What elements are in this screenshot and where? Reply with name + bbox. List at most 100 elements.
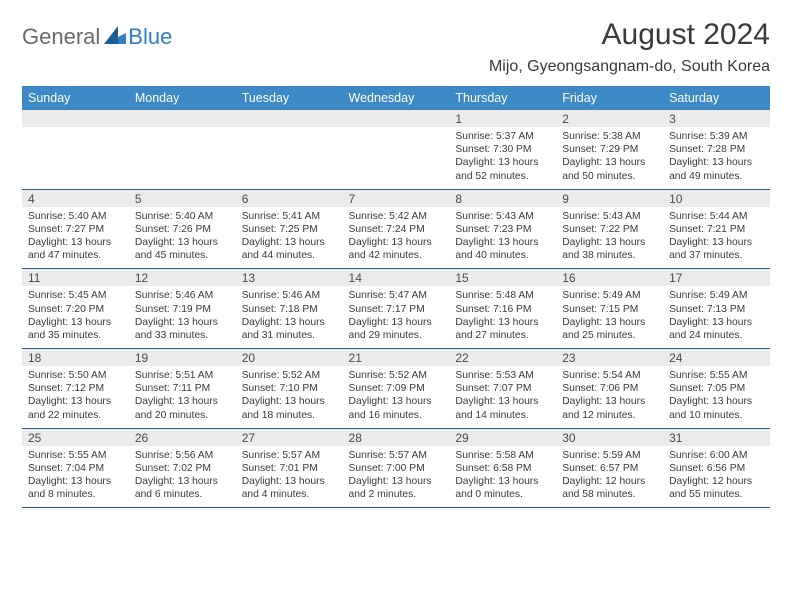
- day-line: Daylight: 13 hours: [135, 236, 230, 249]
- day-line: Sunset: 7:24 PM: [349, 223, 444, 236]
- day-line: Sunrise: 5:56 AM: [135, 449, 230, 462]
- day-line: Sunset: 7:00 PM: [349, 462, 444, 475]
- logo-mark-icon: [104, 26, 126, 49]
- day-body: Sunrise: 5:48 AMSunset: 7:16 PMDaylight:…: [449, 286, 556, 348]
- day-line: Sunrise: 5:48 AM: [455, 289, 550, 302]
- day-line: Sunrise: 5:42 AM: [349, 210, 444, 223]
- daynum-bar: 22: [449, 349, 556, 366]
- day-cell: 8Sunrise: 5:43 AMSunset: 7:23 PMDaylight…: [449, 189, 556, 269]
- day-cell: 15Sunrise: 5:48 AMSunset: 7:16 PMDayligh…: [449, 269, 556, 349]
- day-line: Sunset: 7:27 PM: [28, 223, 123, 236]
- day-line: and 6 minutes.: [135, 488, 230, 501]
- dow-cell: Thursday: [449, 86, 556, 110]
- daynum-bar: 26: [129, 429, 236, 446]
- day-body: Sunrise: 5:47 AMSunset: 7:17 PMDaylight:…: [343, 286, 450, 348]
- day-cell: 14Sunrise: 5:47 AMSunset: 7:17 PMDayligh…: [343, 269, 450, 349]
- day-body: Sunrise: 5:58 AMSunset: 6:58 PMDaylight:…: [449, 446, 556, 508]
- daynum-bar: 4: [22, 190, 129, 207]
- logo-text-general: General: [22, 24, 100, 50]
- dow-cell: Wednesday: [343, 86, 450, 110]
- day-line: Sunset: 7:30 PM: [455, 143, 550, 156]
- day-line: Daylight: 13 hours: [562, 316, 657, 329]
- day-line: Daylight: 13 hours: [135, 316, 230, 329]
- day-cell: 13Sunrise: 5:46 AMSunset: 7:18 PMDayligh…: [236, 269, 343, 349]
- day-body: Sunrise: 5:46 AMSunset: 7:18 PMDaylight:…: [236, 286, 343, 348]
- day-body: Sunrise: 5:54 AMSunset: 7:06 PMDaylight:…: [556, 366, 663, 428]
- day-line: Sunset: 7:01 PM: [242, 462, 337, 475]
- day-line: Sunset: 7:06 PM: [562, 382, 657, 395]
- day-line: Sunset: 7:20 PM: [28, 303, 123, 316]
- day-line: Sunrise: 5:57 AM: [242, 449, 337, 462]
- day-line: Daylight: 13 hours: [455, 475, 550, 488]
- day-body: Sunrise: 6:00 AMSunset: 6:56 PMDaylight:…: [663, 446, 770, 508]
- dow-cell: Tuesday: [236, 86, 343, 110]
- day-line: Sunrise: 5:43 AM: [562, 210, 657, 223]
- day-line: Daylight: 13 hours: [562, 236, 657, 249]
- day-line: and 31 minutes.: [242, 329, 337, 342]
- daynum-bar: 1: [449, 110, 556, 127]
- daynum-bar: 10: [663, 190, 770, 207]
- day-line: Sunrise: 5:53 AM: [455, 369, 550, 382]
- week-row: 11Sunrise: 5:45 AMSunset: 7:20 PMDayligh…: [22, 269, 770, 349]
- day-line: and 4 minutes.: [242, 488, 337, 501]
- day-line: and 40 minutes.: [455, 249, 550, 262]
- day-line: Sunset: 7:02 PM: [135, 462, 230, 475]
- day-body: Sunrise: 5:49 AMSunset: 7:15 PMDaylight:…: [556, 286, 663, 348]
- daynum-bar: 30: [556, 429, 663, 446]
- daynum-bar: 23: [556, 349, 663, 366]
- dow-cell: Friday: [556, 86, 663, 110]
- day-body: Sunrise: 5:40 AMSunset: 7:27 PMDaylight:…: [22, 207, 129, 269]
- day-line: Sunset: 7:12 PM: [28, 382, 123, 395]
- day-line: and 20 minutes.: [135, 409, 230, 422]
- day-line: Daylight: 13 hours: [242, 236, 337, 249]
- day-body: Sunrise: 5:37 AMSunset: 7:30 PMDaylight:…: [449, 127, 556, 189]
- day-cell: 26Sunrise: 5:56 AMSunset: 7:02 PMDayligh…: [129, 428, 236, 508]
- day-line: Sunrise: 5:54 AM: [562, 369, 657, 382]
- day-line: Sunrise: 5:46 AM: [135, 289, 230, 302]
- day-line: Daylight: 13 hours: [242, 475, 337, 488]
- day-line: Daylight: 12 hours: [562, 475, 657, 488]
- day-line: Sunrise: 5:37 AM: [455, 130, 550, 143]
- day-line: Sunset: 6:56 PM: [669, 462, 764, 475]
- day-body: Sunrise: 5:56 AMSunset: 7:02 PMDaylight:…: [129, 446, 236, 508]
- daynum-bar: 25: [22, 429, 129, 446]
- title-block: August 2024 Mijo, Gyeongsangnam-do, Sout…: [489, 18, 770, 76]
- day-line: and 10 minutes.: [669, 409, 764, 422]
- dow-cell: Monday: [129, 86, 236, 110]
- day-line: and 55 minutes.: [669, 488, 764, 501]
- day-cell: 28Sunrise: 5:57 AMSunset: 7:00 PMDayligh…: [343, 428, 450, 508]
- calendar-page: General Blue August 2024 Mijo, Gyeongsan…: [0, 0, 792, 518]
- empty-daynum-bar: [22, 110, 129, 127]
- day-line: Sunset: 6:58 PM: [455, 462, 550, 475]
- dow-cell: Sunday: [22, 86, 129, 110]
- day-cell: 18Sunrise: 5:50 AMSunset: 7:12 PMDayligh…: [22, 349, 129, 429]
- daynum-bar: 16: [556, 269, 663, 286]
- day-line: Sunrise: 5:44 AM: [669, 210, 764, 223]
- day-line: Daylight: 13 hours: [669, 156, 764, 169]
- day-body: Sunrise: 5:41 AMSunset: 7:25 PMDaylight:…: [236, 207, 343, 269]
- day-line: Sunrise: 5:49 AM: [562, 289, 657, 302]
- day-line: Sunset: 7:22 PM: [562, 223, 657, 236]
- day-line: and 58 minutes.: [562, 488, 657, 501]
- day-cell: 2Sunrise: 5:38 AMSunset: 7:29 PMDaylight…: [556, 110, 663, 189]
- empty-daynum-bar: [129, 110, 236, 127]
- day-line: Sunset: 7:19 PM: [135, 303, 230, 316]
- day-line: Daylight: 13 hours: [135, 475, 230, 488]
- day-line: Sunrise: 5:40 AM: [28, 210, 123, 223]
- daynum-bar: 12: [129, 269, 236, 286]
- day-line: and 2 minutes.: [349, 488, 444, 501]
- day-cell: 5Sunrise: 5:40 AMSunset: 7:26 PMDaylight…: [129, 189, 236, 269]
- day-cell: 24Sunrise: 5:55 AMSunset: 7:05 PMDayligh…: [663, 349, 770, 429]
- day-cell: 27Sunrise: 5:57 AMSunset: 7:01 PMDayligh…: [236, 428, 343, 508]
- day-line: Sunrise: 5:55 AM: [669, 369, 764, 382]
- day-line: Sunset: 7:18 PM: [242, 303, 337, 316]
- day-line: and 25 minutes.: [562, 329, 657, 342]
- dow-row: SundayMondayTuesdayWednesdayThursdayFrid…: [22, 86, 770, 110]
- daynum-bar: 5: [129, 190, 236, 207]
- day-line: and 16 minutes.: [349, 409, 444, 422]
- daynum-bar: 13: [236, 269, 343, 286]
- day-line: and 24 minutes.: [669, 329, 764, 342]
- logo-text-blue: Blue: [128, 24, 172, 50]
- day-line: Daylight: 13 hours: [455, 156, 550, 169]
- day-body-empty: [22, 127, 129, 186]
